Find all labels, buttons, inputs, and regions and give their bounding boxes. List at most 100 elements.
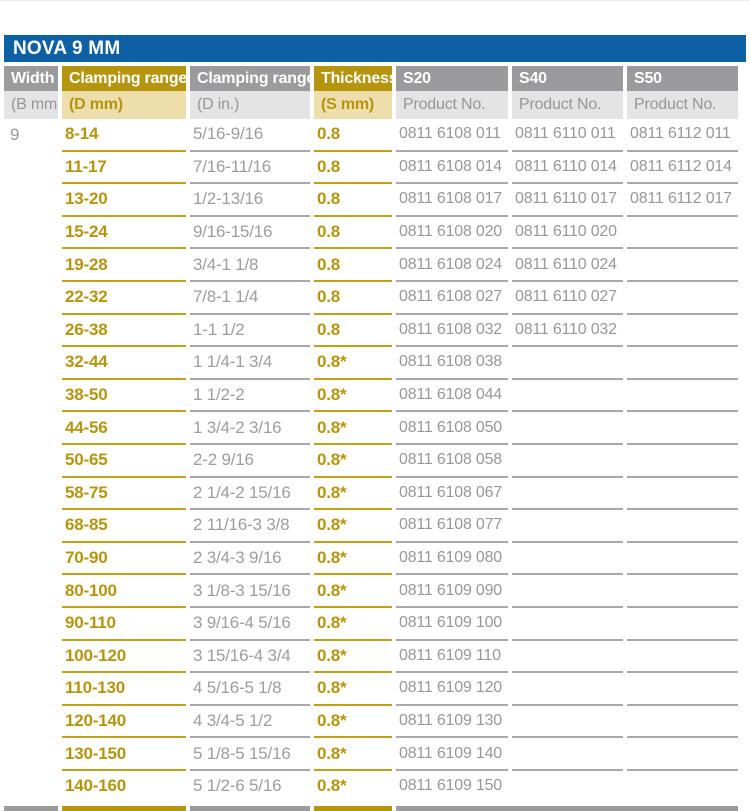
cell-width-value	[4, 152, 58, 185]
header-row-main: Width Clamping ranges Clamping ranges Th…	[4, 66, 738, 91]
cell-thickness: 0.8*	[314, 510, 392, 543]
cell-clamping-in: 7/8-1 1/4	[190, 282, 310, 315]
table-footer	[4, 801, 738, 811]
cell-s40-product: 0811 6110 014	[512, 152, 623, 185]
cell-s40-product	[512, 347, 623, 380]
cell-width-value	[4, 706, 58, 739]
cell-width-value	[4, 315, 58, 348]
cell-thickness: 0.8	[314, 217, 392, 250]
cell-width-value	[4, 510, 58, 543]
table-title-bar: NOVA 9 MM	[4, 35, 746, 62]
col-header-thickness: Thickness	[314, 66, 392, 91]
cell-thickness: 0.8*	[314, 575, 392, 608]
cell-width-value	[4, 771, 58, 802]
table-row: 120-140 4 3/4-5 1/2 0.8* 0811 6109 130	[4, 706, 738, 739]
cell-clamping-mm: 68-85	[62, 510, 186, 543]
product-table: Width Clamping ranges Clamping ranges Th…	[0, 66, 742, 811]
cell-s40-product	[512, 771, 623, 802]
cell-s50-product: 0811 6112 017	[627, 184, 738, 217]
cell-width-value	[4, 217, 58, 250]
cell-clamping-in: 2-2 9/16	[190, 445, 310, 478]
cell-s40-product	[512, 706, 623, 739]
table-body: 9 8-14 5/16-9/16 0.8 0811 6108 011 0811 …	[4, 119, 738, 801]
cell-s50-product	[627, 738, 738, 771]
cell-clamping-in: 4 5/16-5 1/8	[190, 673, 310, 706]
cell-s20-product: 0811 6108 027	[396, 282, 508, 315]
cell-clamping-in: 2 1/4-2 15/16	[190, 478, 310, 511]
col-subheader-s50: Product No.	[627, 91, 738, 119]
col-subheader-clamping-mm: (D mm)	[62, 91, 186, 119]
cell-s40-product	[512, 543, 623, 576]
cell-s50-product	[627, 641, 738, 674]
cell-clamping-mm: 13-20	[62, 184, 186, 217]
cell-s50-product: 0811 6112 011	[627, 119, 738, 152]
cell-s20-product: 0811 6108 011	[396, 119, 508, 152]
cell-thickness: 0.8	[314, 119, 392, 152]
cell-clamping-in: 3 9/16-4 5/16	[190, 608, 310, 641]
cell-thickness: 0.8	[314, 282, 392, 315]
table-row: 50-65 2-2 9/16 0.8* 0811 6108 058	[4, 445, 738, 478]
cell-clamping-in: 4 3/4-5 1/2	[190, 706, 310, 739]
cell-clamping-in: 2 11/16-3 3/8	[190, 510, 310, 543]
cell-s50-product: 0811 6112 014	[627, 152, 738, 185]
table-row: 70-90 2 3/4-3 9/16 0.8* 0811 6109 080	[4, 543, 738, 576]
cell-clamping-mm: 58-75	[62, 478, 186, 511]
cell-clamping-mm: 90-110	[62, 608, 186, 641]
footer-rule-row	[4, 801, 738, 811]
cell-width-value	[4, 738, 58, 771]
cell-s50-product	[627, 282, 738, 315]
cell-thickness: 0.8*	[314, 673, 392, 706]
table-row: 32-44 1 1/4-1 3/4 0.8* 0811 6108 038	[4, 347, 738, 380]
cell-clamping-in: 9/16-15/16	[190, 217, 310, 250]
table-row: 15-24 9/16-15/16 0.8 0811 6108 020 0811 …	[4, 217, 738, 250]
cell-clamping-mm: 15-24	[62, 217, 186, 250]
cell-s40-product	[512, 445, 623, 478]
cell-width-value	[4, 347, 58, 380]
cell-clamping-in: 5 1/2-6 5/16	[193, 776, 282, 796]
table-row: 68-85 2 11/16-3 3/8 0.8* 0811 6108 077	[4, 510, 738, 543]
cell-s40-product: 0811 6110 011	[512, 119, 623, 152]
cell-s40-product	[512, 608, 623, 641]
cell-clamping-mm: 80-100	[62, 575, 186, 608]
cell-width-value: 9	[10, 125, 20, 145]
cell-clamping-mm: 32-44	[62, 347, 186, 380]
cell-thickness: 0.8	[314, 184, 392, 217]
cell-s50-product	[627, 412, 738, 445]
table-row: 13-20 1/2-13/16 0.8 0811 6108 017 0811 6…	[4, 184, 738, 217]
cell-width-value	[4, 641, 58, 674]
table-row: 140-160 5 1/2-6 5/16 0.8* 0811 6109 150	[4, 771, 738, 802]
table-row: 22-32 7/8-1 1/4 0.8 0811 6108 027 0811 6…	[4, 282, 738, 315]
cell-s50-product	[627, 673, 738, 706]
cell-thickness: 0.8*	[314, 738, 392, 771]
cell-s50-product	[627, 249, 738, 282]
top-rule	[0, 0, 750, 1]
table-title: NOVA 9 MM	[13, 38, 121, 59]
cell-s20-product: 0811 6108 077	[396, 510, 508, 543]
footer-rule-d-in	[190, 801, 310, 811]
cell-s50-product	[627, 510, 738, 543]
cell-clamping-in: 2 3/4-3 9/16	[190, 543, 310, 576]
cell-s40-product: 0811 6110 032	[512, 315, 623, 348]
cell-s20-product: 0811 6108 050	[396, 412, 508, 445]
cell-width-value	[4, 249, 58, 282]
table-row: 110-130 4 5/16-5 1/8 0.8* 0811 6109 120	[4, 673, 738, 706]
cell-clamping-in: 1-1 1/2	[190, 315, 310, 348]
col-subheader-thickness: (S mm)	[314, 91, 392, 119]
cell-s20-product: 0811 6108 044	[396, 380, 508, 413]
header-row-units: (B mm) (D mm) (D in.) (S mm) Product No.…	[4, 91, 738, 119]
col-subheader-clamping-in: (D in.)	[190, 91, 310, 119]
cell-clamping-in: 3 15/16-4 3/4	[190, 641, 310, 674]
footer-rule-products	[396, 801, 738, 811]
footer-rule-d-mm	[62, 801, 186, 811]
cell-s50-product	[627, 771, 738, 802]
cell-s50-product	[627, 217, 738, 250]
col-header-clamping-in: Clamping ranges	[190, 66, 310, 91]
col-header-width: Width	[4, 66, 58, 91]
cell-clamping-in: 1 1/2-2	[190, 380, 310, 413]
cell-width-value	[4, 608, 58, 641]
cell-width-value	[4, 543, 58, 576]
cell-s40-product	[512, 478, 623, 511]
table-row: 80-100 3 1/8-3 15/16 0.8* 0811 6109 090	[4, 575, 738, 608]
footer-rule-width	[4, 801, 58, 811]
cell-thickness: 0.8*	[314, 412, 392, 445]
